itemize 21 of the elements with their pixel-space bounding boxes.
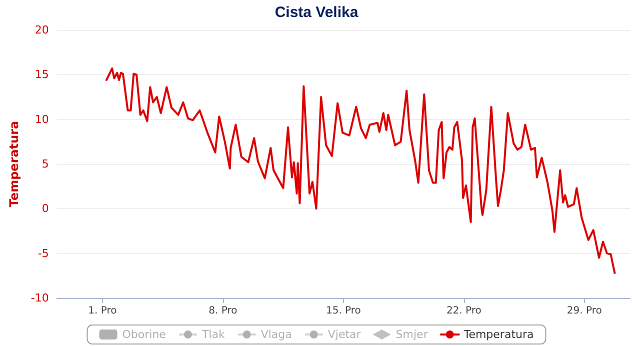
legend-label: Oborine [122, 328, 166, 341]
legend-label: Temperatura [462, 328, 534, 341]
x-tick-label: 29. Pro [566, 306, 602, 316]
x-tick-label: 22. Pro [446, 306, 482, 316]
chart-title: Cista Velika [274, 4, 359, 21]
legend-label: Vlaga [260, 328, 292, 341]
y-tick-label: 0 [42, 202, 49, 216]
y-tick-label: 15 [34, 68, 49, 82]
y-tick-label: -10 [30, 292, 49, 304]
y-tick-label: -5 [38, 246, 49, 260]
line-series [105, 67, 616, 274]
x-tick-label: 15. Pro [326, 306, 361, 316]
y-axis-title: Temperatura [7, 120, 21, 208]
legend-label: Smjer [396, 328, 428, 341]
x-tick-label: 8. Pro [208, 306, 238, 316]
y-tick-label: 10 [34, 112, 49, 126]
y-tick-label: 5 [42, 158, 49, 170]
x-tick-label: 1. Pro [88, 306, 117, 316]
legend-label: Vjetar [328, 328, 362, 341]
y-tick-label: 20 [34, 24, 49, 36]
legend-label: Tlak [200, 328, 226, 341]
